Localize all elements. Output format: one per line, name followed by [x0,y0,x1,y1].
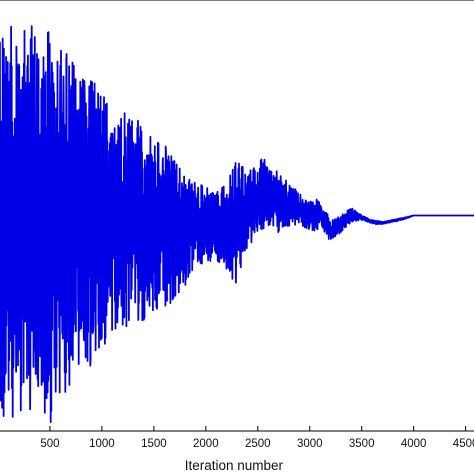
x-tick-label: 3500 [349,438,375,450]
x-tick-label: 2000 [193,438,219,450]
series-line-0 [0,25,474,423]
x-tick-label: 4000 [401,438,427,450]
x-axis-title: Iteration number [185,458,284,473]
x-tick-label: 4500 [453,438,474,450]
plot-frame [0,0,474,432]
x-tick-label: 3000 [297,438,323,450]
x-axis: 500 1000 1500 2000 2500 3000 3500 4000 4500 [40,426,474,450]
x-tick-label: 500 [40,438,59,450]
plot-area [0,25,474,423]
x-tick-label: 1000 [89,438,115,450]
x-tick-label: 2500 [245,438,271,450]
series-group [0,25,474,423]
x-tick-label: 1500 [141,438,167,450]
